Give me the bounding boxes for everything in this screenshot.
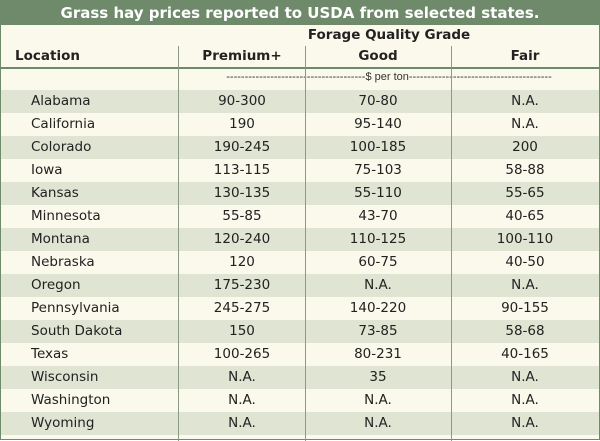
good-cell: 75-103 xyxy=(354,162,402,178)
header-divider xyxy=(1,67,599,69)
premium-cell: 55-85 xyxy=(222,208,262,224)
location-cell: Texas xyxy=(31,346,69,362)
location-cell: Washington xyxy=(31,392,111,408)
fair-cell: 58-88 xyxy=(505,162,545,178)
good-cell: 110-125 xyxy=(349,231,407,247)
good-cell: 60-75 xyxy=(358,254,398,270)
location-cell: Pennsylvania xyxy=(31,300,120,316)
premium-cell: 130-135 xyxy=(213,185,271,201)
table-row: Minnesota 55-85 43-70 40-65 xyxy=(1,205,599,228)
premium-cell: 245-275 xyxy=(213,300,271,316)
fair-cell: 40-165 xyxy=(501,346,549,362)
premium-cell: N.A. xyxy=(228,369,256,385)
premium-cell: 90-300 xyxy=(218,93,266,109)
fair-cell: 90-155 xyxy=(501,300,549,316)
fair-cell: 100-110 xyxy=(496,231,554,247)
good-cell: 43-70 xyxy=(358,208,398,224)
location-cell: Minnesota xyxy=(31,208,101,224)
column-divider xyxy=(178,46,179,441)
table-row: Texas 100-265 80-231 40-165 xyxy=(1,343,599,366)
good-cell: 140-220 xyxy=(349,300,407,316)
good-cell: 35 xyxy=(369,369,387,385)
location-cell: Montana xyxy=(31,231,90,247)
good-cell: 95-140 xyxy=(354,116,402,132)
table-row: Iowa 113-115 75-103 58-88 xyxy=(1,159,599,182)
grade-group-header: Forage Quality Grade xyxy=(307,27,471,43)
premium-cell: 190 xyxy=(229,116,255,132)
location-column-header: Location xyxy=(15,48,80,64)
fair-cell: N.A. xyxy=(511,116,539,132)
fair-cell: N.A. xyxy=(511,392,539,408)
location-cell: Nebraska xyxy=(31,254,95,270)
table-row: Colorado 190-245 100-185 200 xyxy=(1,136,599,159)
location-cell: Iowa xyxy=(31,162,63,178)
fair-cell: 40-65 xyxy=(505,208,545,224)
fair-cell: N.A. xyxy=(511,415,539,431)
location-cell: Wyoming xyxy=(31,415,95,431)
good-cell: 100-185 xyxy=(349,139,407,155)
premium-cell: 113-115 xyxy=(213,162,271,178)
premium-cell: N.A. xyxy=(228,415,256,431)
column-divider xyxy=(305,46,306,441)
premium-cell: 100-265 xyxy=(213,346,271,362)
premium-column-header: Premium+ xyxy=(202,48,282,64)
good-column-header: Good xyxy=(358,48,398,64)
premium-cell: 190-245 xyxy=(213,139,271,155)
fair-cell: 58-68 xyxy=(505,323,545,339)
unit-label: --------------------------------------$ … xyxy=(226,71,552,83)
location-cell: Alabama xyxy=(31,93,91,109)
column-divider xyxy=(451,46,452,441)
table-row: Nebraska 120 60-75 40-50 xyxy=(1,251,599,274)
unit-row: --------------------------------------$ … xyxy=(1,69,599,90)
good-cell: 70-80 xyxy=(358,93,398,109)
table-row: California 190 95-140 N.A. xyxy=(1,113,599,136)
table-row: Kansas 130-135 55-110 55-65 xyxy=(1,182,599,205)
table-row: Oregon 175-230 N.A. N.A. xyxy=(1,274,599,297)
location-cell: Oregon xyxy=(31,277,81,293)
premium-cell: 120-240 xyxy=(213,231,271,247)
good-cell: 80-231 xyxy=(354,346,402,362)
premium-cell: 150 xyxy=(229,323,255,339)
location-cell: Colorado xyxy=(31,139,92,155)
table-row: South Dakota 150 73-85 58-68 xyxy=(1,320,599,343)
table-row: Alabama 90-300 70-80 N.A. xyxy=(1,90,599,113)
location-cell: Wisconsin xyxy=(31,369,99,385)
fair-cell: N.A. xyxy=(511,93,539,109)
premium-cell: 175-230 xyxy=(213,277,271,293)
premium-cell: N.A. xyxy=(228,392,256,408)
fair-column-header: Fair xyxy=(510,48,540,64)
fair-cell: N.A. xyxy=(511,277,539,293)
good-cell: N.A. xyxy=(364,392,392,408)
fair-cell: 55-65 xyxy=(505,185,545,201)
good-cell: N.A. xyxy=(364,415,392,431)
fair-cell: 40-50 xyxy=(505,254,545,270)
table-row: Montana 120-240 110-125 100-110 xyxy=(1,228,599,251)
fair-cell: 200 xyxy=(512,139,538,155)
location-cell: California xyxy=(31,116,96,132)
table-row: Pennsylvania 245-275 140-220 90-155 xyxy=(1,297,599,320)
fair-cell: N.A. xyxy=(511,369,539,385)
location-cell: Kansas xyxy=(31,185,79,201)
table-row: Wyoming N.A. N.A. N.A. xyxy=(1,412,599,435)
table-row: Wisconsin N.A. 35 N.A. xyxy=(1,366,599,389)
table-title: Grass hay prices reported to USDA from s… xyxy=(1,1,599,25)
premium-cell: 120 xyxy=(229,254,255,270)
good-cell: 73-85 xyxy=(358,323,398,339)
good-cell: N.A. xyxy=(364,277,392,293)
table-row: Washington N.A. N.A. N.A. xyxy=(1,389,599,412)
location-cell: South Dakota xyxy=(31,323,123,339)
good-cell: 55-110 xyxy=(354,185,402,201)
